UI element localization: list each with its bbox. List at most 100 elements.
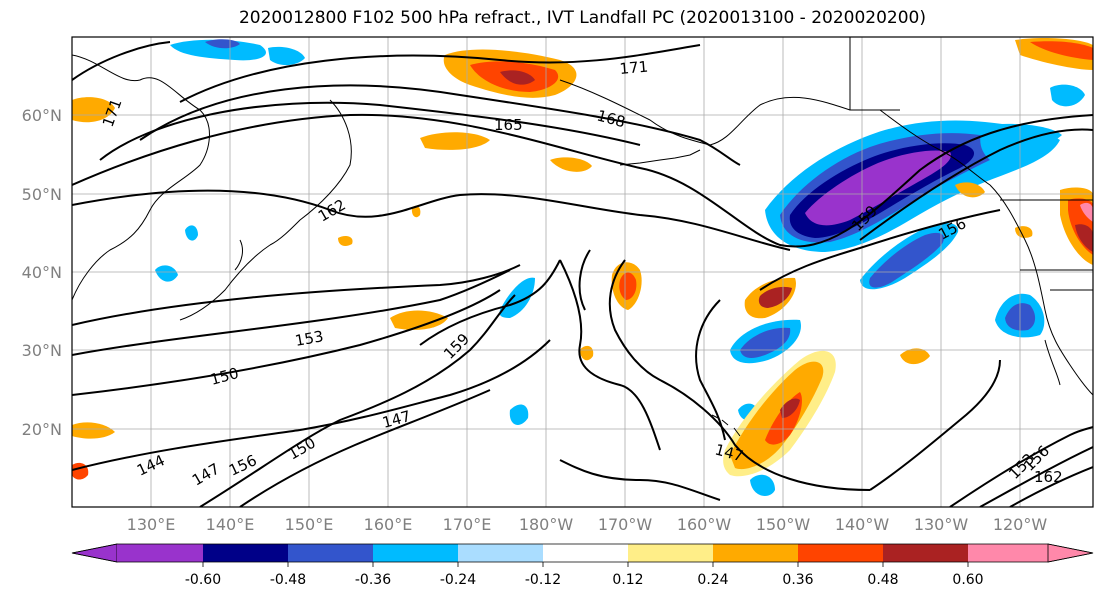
colorbar-segment <box>1047 543 1094 563</box>
positive-anomaly-blob <box>1030 41 1093 60</box>
latitude-label: 50°N <box>22 185 62 204</box>
coastline-kamchatka <box>269 99 352 246</box>
colorbar-tick-label: 0.12 <box>612 572 643 588</box>
longitude-label: 120°W <box>993 515 1048 534</box>
map-area: 171 171 168 165 162 159 156 153 150 159 … <box>72 37 1093 507</box>
latitude-label: 30°N <box>22 341 62 360</box>
contour-label: 165 <box>494 116 523 134</box>
colorbar-tick-label: -0.12 <box>525 572 561 588</box>
colorbar-segment <box>373 544 458 562</box>
colorbar-tick-label: 0.60 <box>952 572 983 588</box>
contour-line <box>72 41 171 81</box>
contour-line <box>695 299 726 441</box>
coastline-aleutians <box>619 149 701 166</box>
longitude-label: 170°W <box>598 515 653 534</box>
colorbar-segment <box>798 544 883 562</box>
contour-label: 162 <box>1034 468 1063 486</box>
negative-anomaly-blob <box>740 327 791 358</box>
colorbar-tick-label: 0.24 <box>697 572 728 588</box>
map-title: 2020012800 F102 500 hPa refract., IVT La… <box>238 8 926 28</box>
political-borders <box>1000 199 1093 291</box>
contour-line <box>72 289 501 396</box>
positive-anomaly-blob <box>1075 224 1093 252</box>
longitude-label: 160°E <box>364 515 413 534</box>
positive-anomaly-blob <box>619 272 637 300</box>
latitude-labels: 60°N 50°N 40°N 30°N 20°N <box>22 106 62 439</box>
longitude-label: 140°E <box>206 515 255 534</box>
colorbar-tick-label: -0.60 <box>185 572 221 588</box>
colorbar-outline <box>71 543 1094 563</box>
colorbar-segment <box>713 544 798 562</box>
negative-anomaly-blob <box>170 39 266 61</box>
colorbar-tick-label: 0.48 <box>867 572 898 588</box>
colorbar-ticks <box>202 562 969 567</box>
coastline-north-america-west <box>879 109 1093 396</box>
positive-anomaly-blob <box>730 361 824 470</box>
positive-anomaly-blob <box>500 70 535 85</box>
negative-anomaly-blob <box>499 277 535 318</box>
positive-anomaly-blob <box>900 348 930 365</box>
contour-line <box>419 259 561 346</box>
positive-anomaly-blob <box>72 422 115 439</box>
negative-anomaly-blob <box>869 232 945 288</box>
positive-anomaly-blob <box>580 345 594 361</box>
colorbar-tick-label: -0.48 <box>270 572 306 588</box>
positive-anomaly-blob <box>338 236 353 246</box>
contour-line <box>979 446 1093 507</box>
contour-line <box>869 359 1001 491</box>
longitude-label: 150°W <box>756 515 811 534</box>
coastline-japan <box>179 239 271 321</box>
negative-anomaly-blob <box>1050 84 1085 107</box>
contour-line <box>179 44 701 103</box>
contour-line <box>72 189 791 251</box>
negative-anomaly-blob <box>509 404 529 425</box>
longitude-label: 170°E <box>443 515 492 534</box>
contour-line <box>99 101 641 161</box>
colorbar-segment <box>71 543 118 563</box>
contour-line <box>72 113 1093 248</box>
positive-anomaly-blob <box>780 398 800 418</box>
colorbar-segment <box>628 544 713 562</box>
contour-line <box>1009 466 1093 507</box>
colorbar-tick-label: -0.36 <box>355 572 391 588</box>
latitude-label: 20°N <box>22 420 62 439</box>
positive-anomaly-blob <box>390 310 448 330</box>
positive-anomaly-blob <box>420 132 490 150</box>
negative-anomaly-blob <box>155 265 178 282</box>
negative-anomaly-blob <box>750 474 775 496</box>
positive-anomaly-blob <box>1080 202 1093 222</box>
colorbar-segment <box>203 544 288 562</box>
contour-line <box>199 294 516 507</box>
contour-label: 171 <box>619 58 649 78</box>
longitude-label: 180°W <box>519 515 574 534</box>
latitude-label: 60°N <box>22 106 62 125</box>
colorbar-tick-label: -0.24 <box>440 572 476 588</box>
positive-anomaly-blob <box>758 286 792 308</box>
refractivity-contours <box>72 41 1093 507</box>
map-frame <box>71 36 1094 508</box>
longitude-label: 140°W <box>835 515 890 534</box>
negative-anomaly-blob <box>185 225 198 241</box>
coastline-baja <box>1044 339 1061 386</box>
negative-anomaly-blob <box>268 46 305 66</box>
colorbar-segment <box>458 544 543 562</box>
contour-line <box>578 249 591 311</box>
contour-line <box>559 459 721 501</box>
longitude-label: 130°E <box>127 515 176 534</box>
contour-line <box>72 269 511 356</box>
positive-anomaly-blob <box>550 157 592 172</box>
negative-anomaly-blob <box>205 39 240 49</box>
contour-line <box>72 264 521 326</box>
contour-line <box>759 209 1001 291</box>
colorbar-segment <box>288 544 373 562</box>
contour-label: 153 <box>294 327 325 350</box>
positive-anomaly-blob <box>72 97 115 123</box>
coastline-hawaii <box>711 414 741 437</box>
colorbar-tick-label: 0.36 <box>782 572 813 588</box>
colorbar-segment <box>543 544 628 562</box>
contour-line <box>859 128 1093 241</box>
positive-anomaly-blob <box>955 182 985 198</box>
coastlines <box>72 37 1093 437</box>
contour-line <box>139 84 741 166</box>
